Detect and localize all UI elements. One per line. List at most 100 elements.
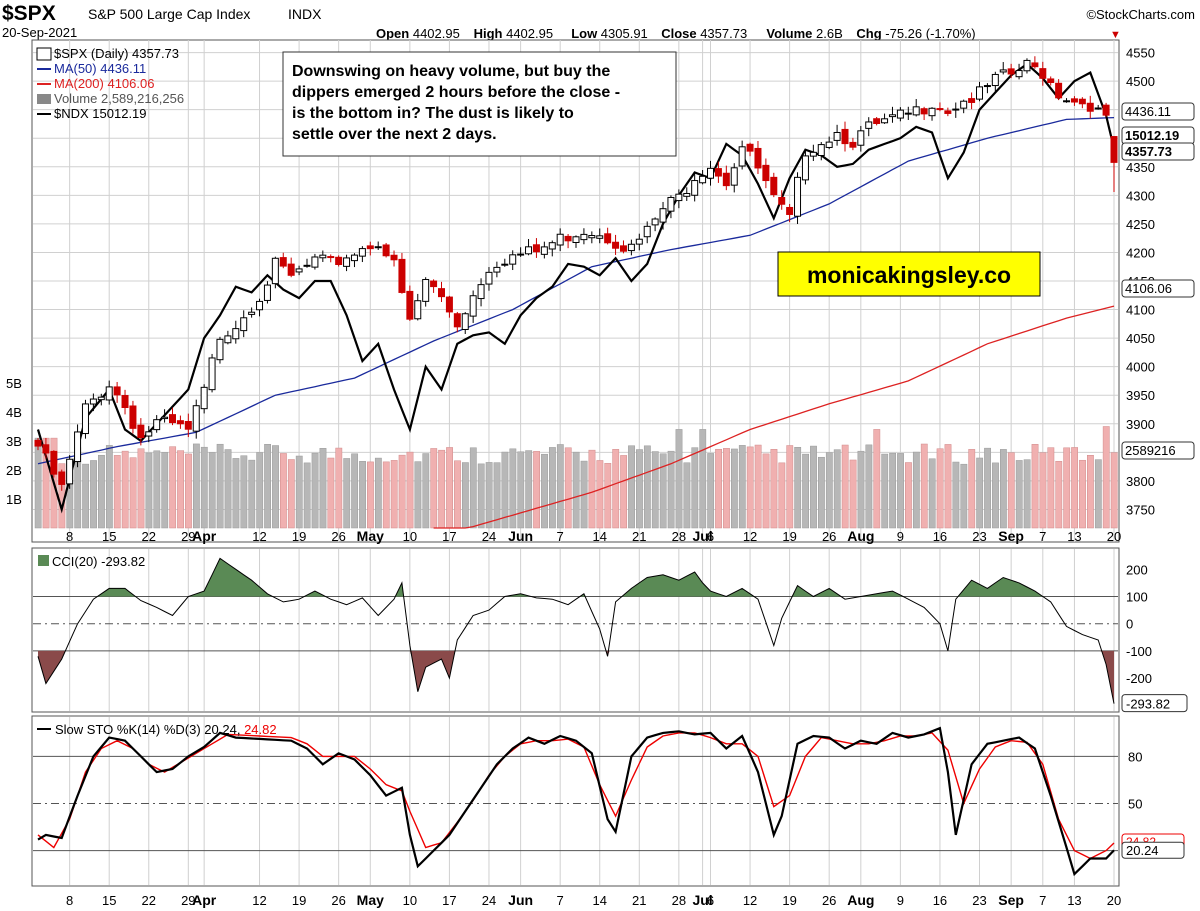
- x-axis-label: 28: [672, 893, 686, 908]
- volume-bar: [762, 453, 770, 529]
- copyright: ©StockCharts.com: [1086, 7, 1195, 22]
- ohlc-row: Open 4402.95 High 4402.95 Low 4305.91 Close…: [376, 26, 1121, 41]
- x-axis-label: 14: [593, 529, 607, 544]
- candle-body: [786, 206, 794, 215]
- volume-bar: [343, 458, 351, 529]
- stoch-tick-label: 50: [1128, 797, 1142, 812]
- ohlc-item: Open 4402.95: [376, 26, 460, 41]
- candle-body: [240, 317, 248, 332]
- candle-body: [754, 147, 762, 169]
- candle-body: [548, 242, 556, 250]
- volume-bar: [351, 453, 359, 529]
- volume-bar: [857, 450, 865, 529]
- watermark-box: monicakingsley.co: [777, 251, 1041, 297]
- volume-bar: [414, 461, 422, 529]
- volume-bar: [889, 452, 897, 529]
- x-axis-label: Aug: [847, 528, 874, 544]
- volume-bar: [509, 448, 517, 529]
- candle-body: [279, 257, 287, 267]
- volume-bar: [240, 455, 248, 529]
- candle-body: [327, 256, 335, 259]
- volume-bar: [1055, 461, 1063, 529]
- volume-bar: [208, 452, 216, 529]
- candle-body: [968, 98, 976, 103]
- x-axis-label: 29: [181, 893, 195, 908]
- volume-bar: [461, 462, 469, 529]
- legend-label: MA(50) 4436.11: [54, 61, 146, 76]
- volume-bar: [572, 451, 580, 529]
- x-axis-label: 12: [743, 893, 757, 908]
- volume-bar: [643, 445, 651, 529]
- price-tick-label: 4050: [1126, 331, 1155, 346]
- volume-bar: [833, 449, 841, 529]
- candle-body: [184, 421, 192, 430]
- volume-bar: [936, 448, 944, 529]
- x-axis-label: 16: [933, 529, 947, 544]
- candle-body: [1023, 59, 1031, 72]
- volume-bar: [588, 449, 596, 529]
- candle-body: [414, 300, 422, 320]
- candle-body: [619, 245, 627, 252]
- volume-bar: [754, 444, 762, 529]
- x-axis-label: 22: [142, 893, 156, 908]
- x-axis-label: Jun: [508, 892, 533, 908]
- candle-body: [691, 180, 699, 196]
- candle-body: [991, 73, 999, 87]
- candle-body: [461, 313, 469, 330]
- x-axis-label: 22: [142, 529, 156, 544]
- candle-body: [311, 256, 319, 268]
- candle-body: [1110, 136, 1118, 163]
- volume-bar: [786, 445, 794, 529]
- candle-body: [343, 257, 351, 267]
- candle-body: [952, 108, 960, 111]
- volume-bar: [881, 453, 889, 529]
- stoch-k-line: [37, 726, 1115, 877]
- volume-bar: [999, 449, 1007, 529]
- volume-bar: [1071, 447, 1078, 529]
- volume-bar: [192, 443, 200, 529]
- volume-bar: [90, 460, 97, 529]
- candle-body: [517, 253, 525, 256]
- volume-bar: [952, 461, 960, 529]
- candle-body: [105, 386, 113, 401]
- volume-bar: [248, 459, 256, 529]
- candle-body: [335, 256, 343, 265]
- candle-body: [422, 279, 430, 302]
- cci-legend-icon: [38, 555, 49, 566]
- ohlc-item: High 4402.95: [474, 26, 553, 41]
- candle-body: [1015, 70, 1023, 78]
- right-label-value: 2589216: [1125, 443, 1176, 458]
- index-name: S&P 500 Large Cap Index: [88, 6, 250, 22]
- candle-body: [596, 235, 604, 239]
- volume-bar: [810, 445, 817, 529]
- x-axis-label: 6: [707, 893, 714, 908]
- x-axis-label: 23: [972, 529, 986, 544]
- volume-bar: [928, 458, 936, 529]
- volume-bar: [968, 449, 976, 529]
- volume-bar: [1102, 426, 1110, 529]
- volume-bar: [295, 455, 303, 529]
- candle-body: [263, 284, 271, 301]
- volume-bar: [129, 457, 137, 529]
- volume-bar: [1031, 444, 1039, 529]
- ma50-line: [37, 116, 1115, 465]
- volume-bar: [430, 448, 438, 529]
- candle-body: [200, 386, 208, 410]
- candle-body: [1094, 107, 1102, 110]
- volume-bar: [549, 447, 556, 529]
- candle-body: [825, 141, 833, 148]
- volume-bar: [825, 452, 833, 529]
- x-axis-label: 12: [252, 529, 266, 544]
- candle-body: [66, 458, 74, 485]
- volume-legend-icon: [37, 94, 51, 104]
- candle-body: [683, 192, 691, 197]
- candle-body: [635, 238, 643, 245]
- volume-bar: [232, 458, 240, 529]
- candle-body: [58, 471, 66, 485]
- volume-bar: [651, 451, 659, 529]
- x-axis-label: 7: [1039, 893, 1046, 908]
- x-axis-label: 8: [66, 529, 73, 544]
- volume-bar: [272, 445, 279, 529]
- ma50-path: [37, 116, 1115, 465]
